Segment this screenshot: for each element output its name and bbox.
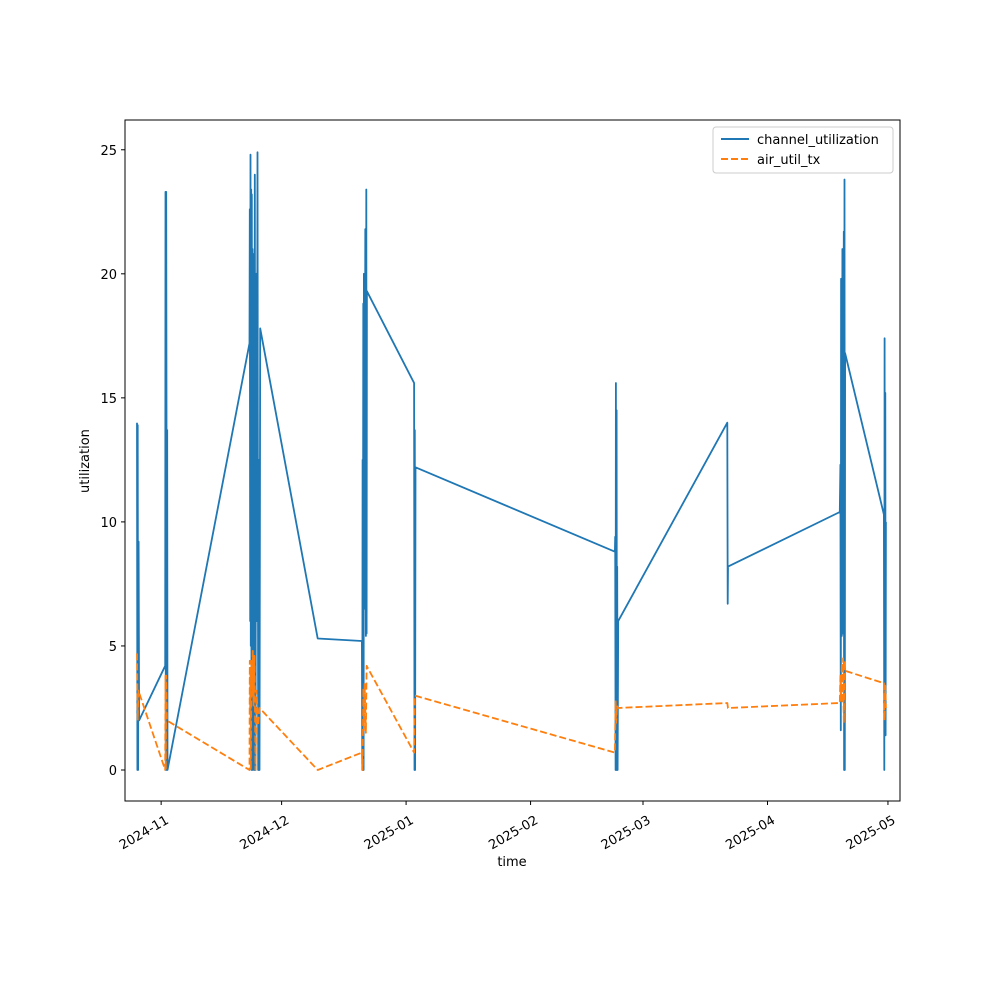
y-axis: 0 5 10 15 20 25 (100, 144, 125, 779)
series-line-air-util-tx (136, 650, 887, 771)
y-tick-label: 10 (100, 516, 117, 531)
legend-frame (712, 126, 894, 174)
legend-label-channel-utilization: channel_utilization (757, 133, 879, 148)
y-tick-label: 25 (100, 144, 117, 159)
y-tick-label: 15 (100, 392, 117, 407)
plot-area-frame (124, 119, 901, 802)
series-line-channel-utilization (136, 151, 887, 771)
y-tick-label: 0 (109, 764, 117, 779)
x-axis-title: time (497, 855, 526, 870)
legend: channel_utilization air_util_tx (712, 126, 894, 174)
series-layer (136, 151, 887, 771)
legend-label-air-util-tx: air_util_tx (757, 153, 821, 168)
y-tick-label: 20 (100, 268, 117, 283)
y-axis-title: utilization (78, 429, 93, 493)
y-tick-label: 5 (109, 640, 117, 655)
